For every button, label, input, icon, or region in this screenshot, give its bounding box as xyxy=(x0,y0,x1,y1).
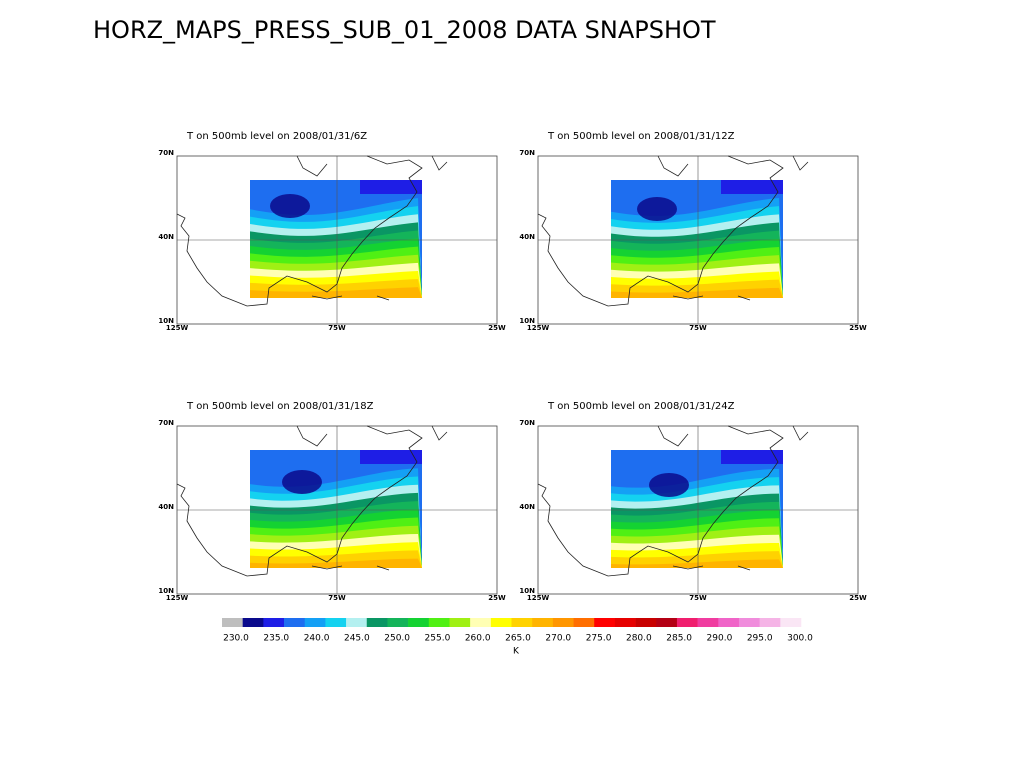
lat-label: 10N xyxy=(158,587,174,595)
colorbar-swatch xyxy=(718,618,740,627)
colorbar-swatch xyxy=(490,618,512,627)
cold-top xyxy=(721,450,783,464)
coastline xyxy=(537,425,809,577)
panel-title: T on 500mb level on 2008/01/31/24Z xyxy=(547,401,735,412)
colorbar-swatch xyxy=(242,618,264,627)
lon-label: 125W xyxy=(166,594,189,602)
colorbar-swatch xyxy=(573,618,595,627)
lon-label: 25W xyxy=(849,324,867,332)
colorbar-swatch xyxy=(780,618,802,627)
colorbar-label: 285.0 xyxy=(666,634,692,644)
field-band xyxy=(611,559,783,568)
cold-core xyxy=(649,473,689,497)
colorbar-swatch xyxy=(738,618,760,627)
slide-title: HORZ_MAPS_PRESS_SUB_01_2008 DATA SNAPSHO… xyxy=(93,16,716,44)
map-panel: T on 500mb level on 2008/01/31/18Z 70N 40N… xyxy=(158,401,506,602)
lon-label: 25W xyxy=(849,594,867,602)
panel-title: T on 500mb level on 2008/01/31/6Z xyxy=(186,131,367,142)
cold-core xyxy=(282,470,322,494)
coastline xyxy=(176,155,448,307)
colorbar-label: 270.0 xyxy=(545,634,571,644)
lat-label: 70N xyxy=(519,419,535,427)
lat-label: 70N xyxy=(519,149,535,157)
colorbar-swatch xyxy=(511,618,533,627)
colorbar-label: 290.0 xyxy=(707,634,733,644)
colorbar-swatch xyxy=(366,618,388,627)
lon-label: 75W xyxy=(328,324,346,332)
cold-top xyxy=(721,180,783,194)
colorbar-swatch xyxy=(656,618,678,627)
temperature-field xyxy=(611,180,783,298)
field-band xyxy=(250,287,422,298)
colorbar-swatch xyxy=(304,618,326,627)
colorbar-swatch xyxy=(387,618,409,627)
lat-label: 10N xyxy=(158,317,174,325)
colorbar-swatch xyxy=(346,618,368,627)
temperature-field xyxy=(250,450,422,568)
lon-label: 75W xyxy=(689,594,707,602)
colorbar-swatch xyxy=(532,618,554,627)
colorbar-swatch xyxy=(594,618,616,627)
colorbar-label: 300.0 xyxy=(787,634,813,644)
lat-label: 40N xyxy=(519,503,535,511)
colorbar-swatch xyxy=(263,618,285,627)
colorbar-label: 230.0 xyxy=(223,634,249,644)
temperature-field xyxy=(611,450,783,568)
map-panel: T on 500mb level on 2008/01/31/12Z 70N 40N… xyxy=(519,131,867,332)
colorbar-swatch xyxy=(449,618,471,627)
lon-label: 125W xyxy=(527,594,550,602)
lat-label: 70N xyxy=(158,419,174,427)
colorbar-label: 255.0 xyxy=(425,634,451,644)
colorbar-swatch xyxy=(428,618,450,627)
colorbar-label: 275.0 xyxy=(586,634,612,644)
field-band xyxy=(611,287,783,298)
coastline xyxy=(176,425,448,577)
colorbar-swatch xyxy=(676,618,698,627)
colorbar-label: 235.0 xyxy=(263,634,289,644)
colorbar-label: 265.0 xyxy=(505,634,531,644)
lon-label: 25W xyxy=(488,594,506,602)
lon-label: 125W xyxy=(527,324,550,332)
cold-top xyxy=(360,450,422,464)
coastline xyxy=(537,155,809,307)
colorbar-label: 240.0 xyxy=(304,634,330,644)
lat-label: 10N xyxy=(519,317,535,325)
map-panel: T on 500mb level on 2008/01/31/6Z 70N 40N 1… xyxy=(158,131,506,332)
colorbar-swatch xyxy=(408,618,430,627)
lat-label: 40N xyxy=(158,503,174,511)
temperature-field xyxy=(250,180,422,298)
cold-top xyxy=(360,180,422,194)
lon-label: 125W xyxy=(166,324,189,332)
colorbar-swatch xyxy=(635,618,657,627)
colorbar-unit: K xyxy=(513,647,520,657)
colorbar-swatch xyxy=(470,618,492,627)
map-panel: T on 500mb level on 2008/01/31/24Z 70N 40N… xyxy=(519,401,867,602)
lon-label: 25W xyxy=(488,324,506,332)
panel-title: T on 500mb level on 2008/01/31/12Z xyxy=(547,131,735,142)
colorbar-swatch xyxy=(552,618,574,627)
lat-label: 70N xyxy=(158,149,174,157)
colorbar-swatch xyxy=(759,618,781,627)
field-band xyxy=(250,558,422,568)
panel-title: T on 500mb level on 2008/01/31/18Z xyxy=(186,401,374,412)
colorbar-swatch xyxy=(325,618,347,627)
lat-label: 10N xyxy=(519,587,535,595)
colorbar-swatch xyxy=(222,618,243,627)
colorbar-swatch xyxy=(614,618,636,627)
lat-label: 40N xyxy=(519,233,535,241)
colorbar-label: 295.0 xyxy=(747,634,773,644)
cold-core xyxy=(637,197,677,221)
lat-label: 40N xyxy=(158,233,174,241)
cold-core xyxy=(270,194,310,218)
colorbar-swatch xyxy=(284,618,306,627)
colorbar-label: 245.0 xyxy=(344,634,370,644)
colorbar-label: 260.0 xyxy=(465,634,491,644)
colorbar-label: 250.0 xyxy=(384,634,410,644)
colorbar-label: 280.0 xyxy=(626,634,652,644)
lon-label: 75W xyxy=(328,594,346,602)
lon-label: 75W xyxy=(689,324,707,332)
colorbar-swatch xyxy=(697,618,719,627)
